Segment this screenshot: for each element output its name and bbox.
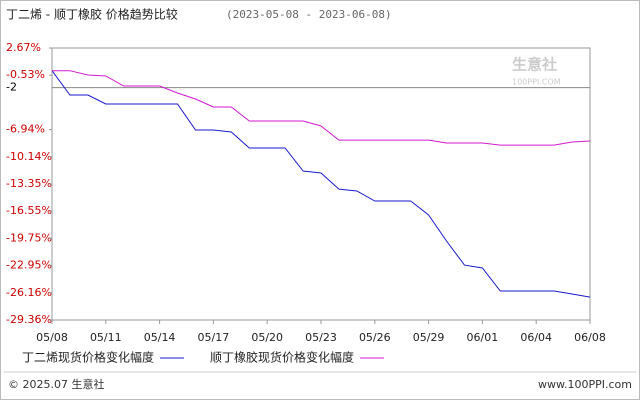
chart-subtitle: (2023-05-08 - 2023-06-08) <box>226 8 392 21</box>
y-tick-label: -6.94% <box>6 123 45 136</box>
series-line <box>52 70 591 146</box>
y-tick-label: -29.36% <box>6 313 52 326</box>
y-tick-label: -16.55% <box>6 204 52 217</box>
y-tick-label: -19.75% <box>6 231 52 244</box>
x-tick-label: 05/14 <box>144 331 176 344</box>
x-tick-label: 05/08 <box>36 331 68 344</box>
y-tick-label: -2 <box>6 81 17 94</box>
x-tick-label: 05/29 <box>413 331 445 344</box>
x-tick-label: 05/17 <box>198 331 230 344</box>
y-tick-label: 2.67% <box>6 41 41 54</box>
legend-label: 丁二烯现货价格变化幅度 <box>22 350 154 365</box>
x-tick-label: 06/08 <box>574 331 606 344</box>
watermark-url: 100PPI.COM <box>512 78 561 87</box>
x-tick-label: 05/11 <box>90 331 122 344</box>
watermark: 生意社 <box>512 56 557 74</box>
y-tick-label: -13.35% <box>6 177 52 190</box>
y-tick-label: -10.14% <box>6 150 52 163</box>
x-tick-label: 06/01 <box>467 331 499 344</box>
x-tick-label: 06/04 <box>520 331 552 344</box>
x-tick-label: 05/26 <box>359 331 391 344</box>
y-tick-label: -0.53% <box>6 68 45 81</box>
x-tick-label: 05/20 <box>251 331 283 344</box>
footer-right: www.100PPI.com <box>538 378 632 391</box>
series-line <box>51 70 591 298</box>
footer-left: © 2025.07 生意社 <box>8 377 104 391</box>
y-tick-label: -26.16% <box>6 286 52 299</box>
legend-label: 顺丁橡胶现货价格变化幅度 <box>210 350 354 365</box>
x-tick-label: 05/23 <box>305 331 337 344</box>
y-tick-label: -22.95% <box>6 259 52 272</box>
chart-title: 丁二烯 - 顺丁橡胶 价格趋势比较 <box>6 7 178 22</box>
